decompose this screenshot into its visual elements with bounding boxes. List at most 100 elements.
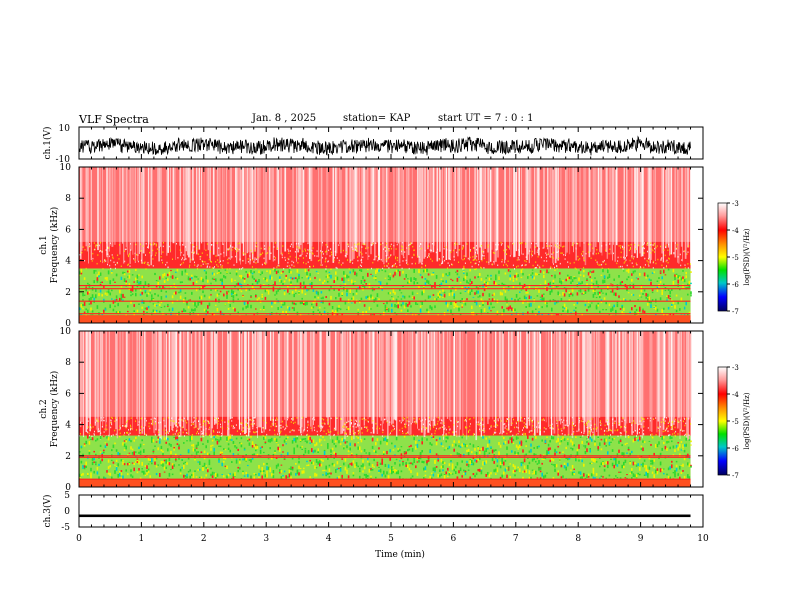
- ch1-spec-speckle: [673, 252, 675, 254]
- ch2-spec-texture: [104, 442, 107, 444]
- ch1-spec-texture: [234, 279, 236, 281]
- ch1-spec-speckle: [408, 244, 410, 246]
- ch1-spec-texture: [632, 294, 635, 296]
- ch1-spec-speckle: [290, 243, 292, 246]
- ch2-spec-texture: [304, 449, 307, 454]
- ch1-spec-texture: [605, 301, 607, 305]
- ch1-spec-texture: [487, 274, 489, 277]
- ch1-spec-texture: [488, 298, 491, 300]
- ch2-spec-speckle: [587, 420, 589, 422]
- ch2-spec-texture: [448, 445, 451, 449]
- ch1-spec-speckle: [506, 265, 508, 267]
- ch1-spec-speckle: [393, 244, 395, 247]
- ch2-spec-texture: [256, 445, 259, 449]
- ch2-spec-speckle: [493, 431, 495, 434]
- ch2-spec-texture: [210, 445, 212, 448]
- ch2-spec-texture: [205, 445, 207, 449]
- ch1-spec-speckle: [556, 265, 558, 267]
- ch1-spec-speckle: [263, 257, 265, 260]
- ch2-spec-texture: [309, 459, 311, 462]
- ch1-spec-texture: [211, 272, 214, 275]
- ch2-spec-speckle: [634, 422, 636, 424]
- ch1-spec-speckle: [497, 264, 499, 266]
- ch1-spec-texture: [365, 283, 367, 285]
- ch1-spec-speckle: [252, 259, 253, 261]
- ch1-spec-speckle: [572, 244, 574, 247]
- ch1-spec-speckle: [294, 251, 296, 253]
- ch2-spec-speckle: [657, 426, 659, 429]
- ch2-spec-texture: [314, 472, 316, 477]
- ch1-spec-streak: [430, 167, 432, 253]
- ch2-spec-speckle: [358, 431, 360, 434]
- ch2-spec-streak: [320, 331, 322, 431]
- ch1-spec-texture: [651, 299, 654, 302]
- ch1-spec-texture: [637, 299, 639, 301]
- ch2-spec-speckle: [217, 431, 219, 433]
- ch2-spec-speckle: [445, 433, 447, 435]
- ch1-spec-texture: [333, 280, 335, 283]
- ch2-spec-streak: [586, 331, 587, 424]
- ch1-spec-texture: [416, 303, 419, 305]
- ch1-spec-texture: [501, 306, 503, 309]
- ch1-spec-speckle: [461, 248, 463, 250]
- ch2-spec-texture: [99, 444, 102, 447]
- ch1-spec-texture: [658, 277, 660, 279]
- ch2-spec-texture: [263, 436, 265, 440]
- ch2-spec-speckle: [347, 428, 349, 430]
- ch1-spec-speckle: [297, 242, 299, 245]
- ch1-spec-texture: [501, 292, 503, 296]
- ch1-spec-texture: [319, 306, 321, 309]
- ch2-spec-texture: [400, 453, 403, 457]
- ch1-spec-texture: [448, 271, 451, 276]
- ch1-spec-texture: [619, 308, 622, 310]
- ch1-spec-speckle: [428, 256, 430, 258]
- ch2-spec-speckle: [160, 435, 162, 437]
- ch2-spec-texture: [131, 462, 134, 464]
- ch2-spec-speckle: [312, 418, 314, 420]
- ch1-spec-speckle: [462, 245, 464, 248]
- ch2-spec-texture: [450, 460, 452, 463]
- ch2-spec-speckle: [376, 427, 378, 430]
- ch1-spec-speckle: [137, 254, 139, 256]
- ch1-spec-texture: [384, 304, 387, 309]
- ch1-spec-texture: [138, 274, 140, 276]
- ch1-spec-texture: [82, 307, 84, 310]
- ch2-spec-speckle: [209, 434, 210, 437]
- ch2-spec-texture: [483, 453, 486, 457]
- ch1-spec-texture: [519, 297, 521, 300]
- ch2-spec-speckle: [614, 429, 616, 432]
- ch1-spec-speckle: [454, 243, 456, 245]
- ch1-spec-texture: [163, 272, 166, 277]
- ch2-spec-streak: [151, 331, 153, 425]
- ch1-spec-texture: [130, 289, 132, 291]
- ch2-spec-streak: [358, 331, 360, 431]
- ch1-spec-texture: [408, 302, 411, 305]
- ch2-spec-speckle: [556, 422, 558, 425]
- ch1-spec-texture: [80, 313, 83, 315]
- ch1-spec-streak: [157, 167, 159, 243]
- ch1-spec-texture: [423, 289, 425, 293]
- ch1-spec-texture: [301, 297, 303, 300]
- ch2-spec-texture: [307, 464, 310, 466]
- ch1-spec-texture: [424, 278, 427, 280]
- ch1-spec-texture: [211, 312, 214, 317]
- ch1-spec-speckle: [287, 248, 289, 251]
- ch2-spec-texture: [125, 445, 127, 450]
- ch2-spec-texture: [363, 438, 366, 440]
- ch2-spec-texture: [285, 475, 287, 479]
- ch1-spec-streak: [638, 167, 639, 247]
- ch1-spec-texture: [282, 283, 284, 286]
- ch1-spec-texture: [392, 291, 395, 293]
- ch1-spec-texture: [171, 307, 174, 312]
- ch2-spec-texture: [443, 475, 446, 480]
- ch2-spec-texture: [487, 443, 489, 448]
- ch2-spec-texture: [117, 463, 119, 465]
- ch1-spec-texture: [133, 310, 135, 313]
- ch1-spec-speckle: [518, 258, 520, 261]
- ch2-spec-texture: [99, 436, 102, 439]
- ch2-spec-speckle: [247, 427, 249, 430]
- ch2-spec-speckle: [165, 429, 167, 431]
- ch1-spec-speckle: [144, 261, 146, 263]
- ch1-spec-streak: [371, 167, 374, 246]
